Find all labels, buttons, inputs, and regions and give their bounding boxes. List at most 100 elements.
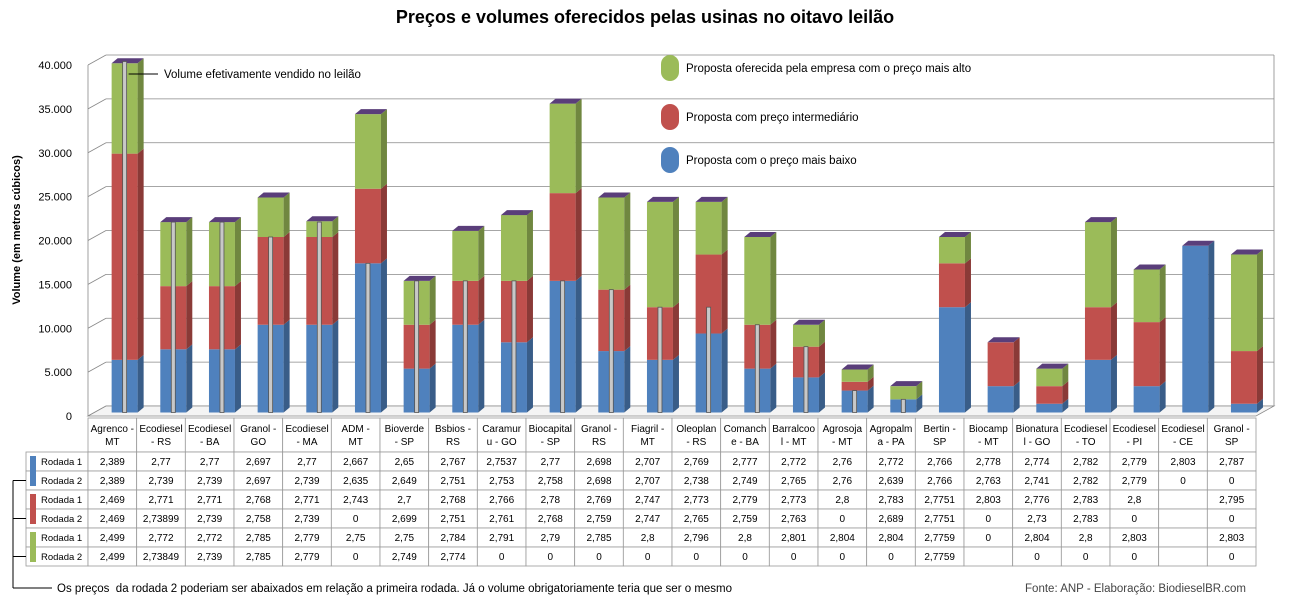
sold-volume-marker [754,324,760,413]
table-cell-value: 2,751 [440,476,465,487]
grid-diag [87,274,107,285]
category-label: Biocamp [969,424,1008,435]
table-cell-value: 2,761 [489,514,514,525]
table-cell-value: 2,787 [1219,457,1244,468]
bar-segment [841,381,868,391]
table-cell-value: 2,747 [635,514,660,525]
bar-side [283,319,290,413]
table-cell-value: 0 [1034,552,1040,563]
table-cell-value: 2,765 [781,476,806,487]
table-cell-value: 2,771 [294,495,319,506]
table-cell-value: 2,774 [1024,457,1049,468]
table-cell-value: 2,795 [1219,495,1244,506]
legend-label: Proposta oferecida pela empresa com o pr… [686,63,971,75]
table-cell-value: 2,803 [1122,533,1147,544]
category-label: Ecodiesel [1161,424,1204,435]
bar-side [575,98,582,194]
bar-top [403,275,436,281]
bar-side [478,319,485,413]
bar-top [744,232,777,237]
table-cell-value: 2,779 [1122,457,1147,468]
table-cell-value: 0 [742,552,748,563]
bar-side [1062,363,1069,387]
bar-segment [500,215,527,281]
bar-side [964,258,971,308]
bar-side [1256,249,1263,352]
table-cell-value: 2,766 [927,457,952,468]
sold-volume-marker [268,236,274,413]
table-header-cell [525,417,576,453]
table-cell-value: 2,689 [878,514,903,525]
table-cell-value: 2,769 [684,457,709,468]
table-header-cell [282,417,332,453]
bar-side [575,275,582,413]
category-label: - RS [151,437,171,448]
bar-top [1133,264,1166,270]
table-cell-value: 2,779 [732,495,757,506]
table-cell-value: 2,469 [100,495,125,506]
bar-segment [1084,359,1111,413]
bar-side [332,216,339,237]
row-group-swatch [30,532,36,562]
table-cell-value: 2,7759 [924,552,955,563]
sold-volume-marker [414,280,420,413]
table-cell-value: 2,741 [1024,476,1049,487]
table-cell-value: 2,7 [397,495,411,506]
table-cell-value: 2,389 [100,457,125,468]
category-label: - TO [1076,437,1096,448]
bar-side [429,363,436,413]
row-label: Rodada 2 [41,476,82,487]
bar-top [890,381,923,387]
bar-stack [695,196,728,413]
category-label: - MT [832,437,853,448]
table-cell-value: 2,469 [100,514,125,525]
bar-side [867,385,874,413]
bar-side [186,281,193,350]
row-label: Rodada 1 [41,495,82,506]
category-label: a - PA [877,437,904,448]
table-cell-value: 2,8 [641,533,655,544]
table-cell-value: 0 [548,552,554,563]
bar-side [818,341,825,378]
category-label: Ecodiesel [1064,424,1107,435]
bar-segment [1133,386,1160,413]
table-cell-value: 0 [840,514,846,525]
table-cell-value: 2,739 [197,514,222,525]
bar-top [111,58,144,64]
table-cell-value: 2,776 [1024,495,1049,506]
table-cell-value: 2,782 [1073,457,1098,468]
footnote: Os preços da rodada 2 poderiam ser abaix… [57,583,732,595]
annotation-text: Volume efetivamente vendido no leilão [164,69,361,81]
bar-segment [987,386,1014,413]
table-cell-value: 2,771 [148,495,173,506]
bar-stack [646,196,679,413]
bar-top [1036,363,1069,369]
table-cell-value: 2,649 [392,476,417,487]
category-label: - SP [541,437,561,448]
table-cell-value: 2,753 [489,476,514,487]
table-cell-value: 2,8 [738,533,752,544]
table-cell-value: 2,779 [1122,476,1147,487]
bar-side [332,319,339,413]
sold-volume-marker [608,289,614,413]
y-tick-label: 20.000 [38,236,72,248]
table-cell-value: 2,767 [440,457,465,468]
bar-segment [695,201,722,255]
bar-segment [1036,386,1063,404]
table-cell-value: 2,763 [781,514,806,525]
sold-volume-marker [706,306,712,413]
bar-stack [160,217,193,413]
bar-stack [306,216,339,413]
row-group-swatch [30,456,36,486]
table-cell-value: 2,772 [148,533,173,544]
category-label: SP [933,437,947,448]
table-cell-value: 2,739 [294,476,319,487]
table-header-cell [914,417,965,453]
table-cell-value: 2,785 [246,552,271,563]
bar-segment [646,201,673,308]
grid-diag [87,230,107,241]
table-header-cell [1012,417,1062,453]
table-cell-value: 2,77 [297,457,317,468]
bar-side [770,319,777,369]
table-header-cell [87,417,138,453]
